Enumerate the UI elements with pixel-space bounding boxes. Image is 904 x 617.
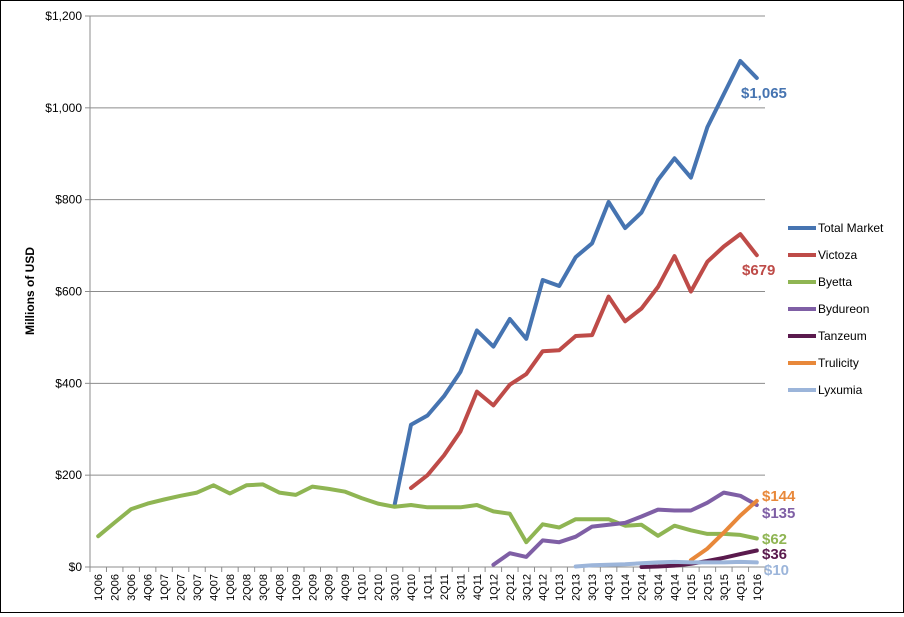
x-tick-label: 1Q09 <box>291 574 303 601</box>
x-tick-label: 2Q13 <box>571 574 583 601</box>
x-tick-label: 2Q07 <box>176 574 188 601</box>
end-label-total-market: $1,065 <box>741 85 787 102</box>
x-tick-label: 3Q14 <box>653 574 665 601</box>
x-tick-label: 4Q08 <box>274 574 286 601</box>
series-line-total-market <box>392 59 759 507</box>
x-tick-label: 3Q11 <box>455 574 467 600</box>
series-line-victoza <box>409 232 759 490</box>
y-tick-label: $1,200 <box>45 9 82 23</box>
legend: Total Market Victoza Byetta Bydureon Tanzeum… <box>788 221 884 397</box>
x-tick-label: 4Q12 <box>538 574 550 601</box>
x-tick-label: 3Q07 <box>192 574 204 601</box>
legend-label: Lyxumia <box>818 383 863 397</box>
end-label-bydureon: $135 <box>762 505 795 522</box>
end-label-victoza: $679 <box>742 262 775 279</box>
x-tick-label: 1Q08 <box>225 574 237 601</box>
x-tick-label: 1Q12 <box>488 574 500 601</box>
series-line-lyxumia <box>573 559 759 569</box>
x-tick-label: 2Q11 <box>439 574 451 600</box>
x-tick-label: 4Q07 <box>208 574 220 601</box>
x-tick-label: 4Q11 <box>472 574 484 600</box>
x-tick-label: 2Q10 <box>373 574 385 601</box>
series-line-bydureon <box>491 490 759 567</box>
x-tick-label: 2Q06 <box>110 574 122 601</box>
x-tick-label: 2Q14 <box>637 574 649 601</box>
x-tick-label: 3Q08 <box>258 574 270 601</box>
end-label-lyxumia: $10 <box>764 562 789 579</box>
x-tick-label: 3Q13 <box>587 574 599 601</box>
series-lines <box>96 59 759 569</box>
x-tick-label: 2Q09 <box>307 574 319 601</box>
x-tick-label: 4Q10 <box>406 574 418 601</box>
x-tick-label: 4Q09 <box>340 574 352 601</box>
series-line-trulicity <box>688 498 759 563</box>
legend-label: Victoza <box>818 248 857 262</box>
x-tick-label: 4Q15 <box>735 574 747 601</box>
legend-label: Byetta <box>818 275 852 289</box>
x-tick-label: 1Q13 <box>554 574 566 601</box>
y-tick-label: $200 <box>55 468 82 482</box>
x-tick-label: 2Q08 <box>241 574 253 601</box>
x-tick-label: 3Q12 <box>521 574 533 601</box>
x-tick-label: 1Q16 <box>752 574 764 601</box>
y-axis-label: Millions of USD <box>23 247 37 335</box>
x-tick-labels: 1Q06 2Q06 3Q06 4Q06 1Q07 2Q07 3Q07 4Q07 1Q08 2Q08… <box>93 574 764 601</box>
end-labels: $1,065 $679 $62 $135 $36 $144 $10 <box>741 85 796 579</box>
x-tick-label: 2Q15 <box>702 574 714 601</box>
x-tick-label: 4Q06 <box>143 574 155 601</box>
x-tick-label: 1Q10 <box>357 574 369 601</box>
end-label-byetta: $62 <box>762 531 787 548</box>
x-tick-label: 1Q15 <box>686 574 698 601</box>
x-tick-label: 1Q07 <box>159 574 171 601</box>
x-tick-label: 4Q14 <box>669 574 681 601</box>
x-tick-label: 3Q06 <box>126 574 138 601</box>
x-tick-label: 4Q13 <box>604 574 616 601</box>
series-line-byetta <box>96 482 759 545</box>
y-tick-label: $0 <box>69 560 83 574</box>
x-tick-label: 2Q12 <box>505 574 517 601</box>
legend-label: Total Market <box>818 221 884 235</box>
x-tick-label: 3Q10 <box>390 574 402 601</box>
y-tick-label: $1,000 <box>45 101 82 115</box>
y-tick-label: $600 <box>55 285 82 299</box>
end-label-tanzeum: $36 <box>762 546 787 563</box>
x-tick-label: 1Q14 <box>620 574 632 601</box>
gridlines <box>90 15 765 476</box>
x-tick-label: 1Q06 <box>93 574 105 601</box>
end-label-trulicity: $144 <box>762 488 796 505</box>
legend-label: Tanzeum <box>818 329 867 343</box>
y-tick-labels: $0 $200 $400 $600 $800 $1,000 $1,200 <box>45 9 82 574</box>
legend-label: Trulicity <box>818 356 859 370</box>
y-tick-label: $400 <box>55 376 82 390</box>
legend-label: Bydureon <box>818 302 869 316</box>
axes <box>85 15 766 572</box>
x-tick-label: 3Q09 <box>324 574 336 601</box>
x-tick-label: 3Q15 <box>719 574 731 601</box>
y-tick-label: $800 <box>55 193 82 207</box>
x-tick-label: 1Q11 <box>423 574 435 600</box>
